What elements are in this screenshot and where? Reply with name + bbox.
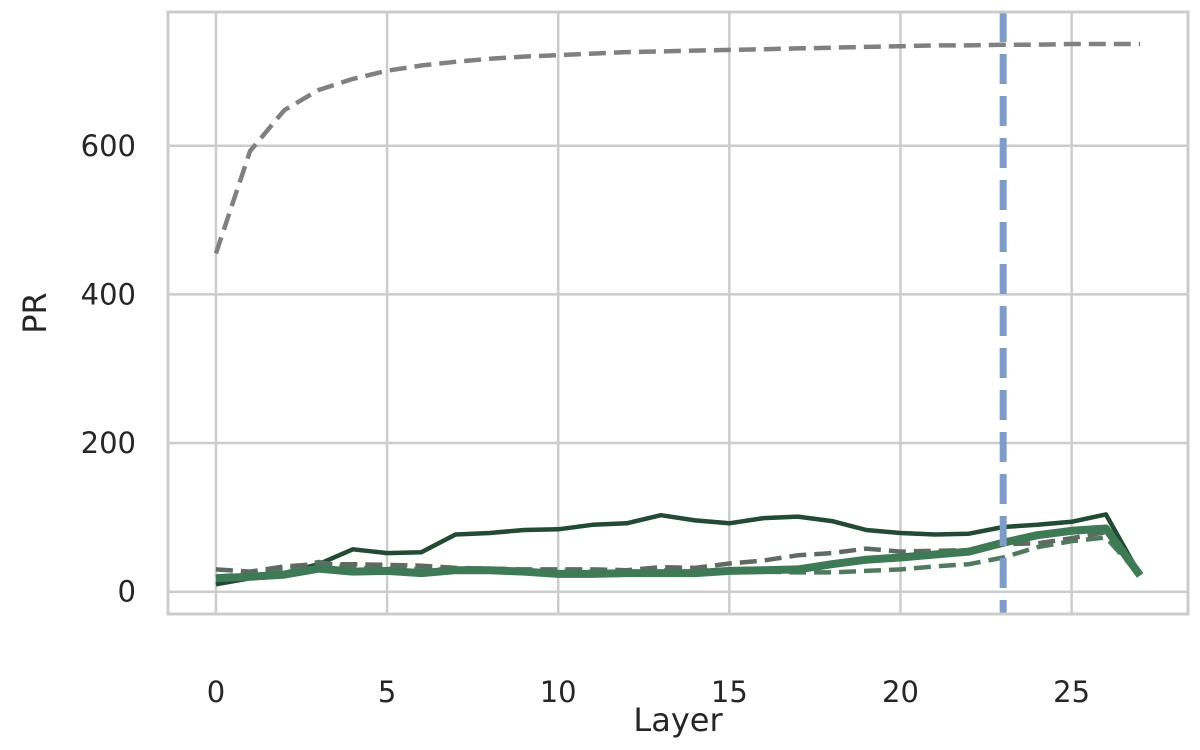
series-line-4: [215, 529, 1142, 577]
y-tick-label: 200: [81, 426, 136, 460]
x-tick-label: 0: [207, 675, 225, 709]
x-tick-label: 15: [711, 675, 748, 709]
plot-frame: [166, 10, 1190, 616]
x-axis-label: Layer: [633, 701, 723, 739]
y-tick-label: 0: [118, 575, 136, 609]
grid: [168, 12, 1188, 614]
x-tick-label: 5: [378, 675, 396, 709]
series-line-1: [213, 41, 1141, 255]
tick-labels: 0 5 10 15 20 25 0 200 400 600: [81, 129, 1090, 709]
x-tick-label: 25: [1053, 675, 1090, 709]
y-tick-label: 400: [81, 277, 136, 311]
series-line-5: [215, 524, 1144, 583]
y-axis-label: PR: [16, 292, 54, 334]
x-tick-label: 20: [882, 675, 919, 709]
x-tick-label: 10: [540, 675, 577, 709]
series-line-2: [215, 512, 1143, 587]
y-tick-label: 600: [81, 129, 136, 163]
series-group: [213, 41, 1144, 587]
